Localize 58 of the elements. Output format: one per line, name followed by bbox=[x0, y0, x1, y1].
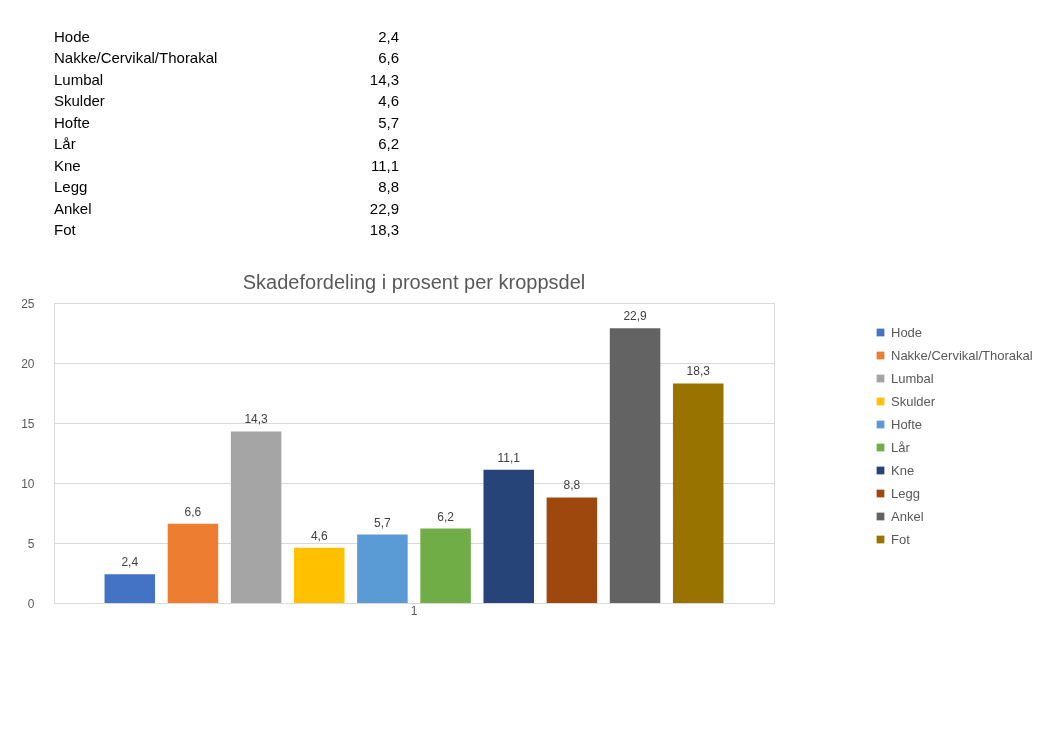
bar bbox=[230, 431, 282, 603]
legend-label: Hode bbox=[891, 324, 923, 340]
bar bbox=[294, 547, 345, 603]
legend-label: Skulder bbox=[891, 393, 936, 409]
text: Lumbal bbox=[54, 70, 104, 88]
data-label: 6,6 bbox=[184, 504, 202, 519]
text: 4,6 bbox=[378, 92, 399, 110]
bar bbox=[672, 383, 724, 603]
bar bbox=[167, 523, 219, 603]
text: Hode bbox=[54, 27, 90, 45]
bar bbox=[357, 534, 408, 603]
data-label: 11,1 bbox=[497, 450, 521, 465]
text: 2,4 bbox=[378, 27, 399, 45]
y-tick-label: 5 bbox=[27, 536, 35, 551]
bar bbox=[546, 497, 598, 603]
text: 6,2 bbox=[378, 135, 399, 153]
data-label: 4,6 bbox=[310, 528, 328, 543]
text: Legg bbox=[54, 178, 88, 196]
legend-label: Legg bbox=[891, 485, 920, 501]
text: Fot bbox=[54, 221, 76, 239]
text: Hofte bbox=[54, 113, 90, 131]
text: 18,3 bbox=[369, 221, 399, 239]
data-label: 8,8 bbox=[563, 478, 581, 493]
text: Kne bbox=[54, 156, 81, 174]
legend-label: Nakke/Cervikal/Thorakal bbox=[891, 347, 1033, 363]
y-tick-label: 0 bbox=[27, 596, 35, 611]
bar bbox=[483, 469, 534, 603]
text: 14,3 bbox=[369, 70, 399, 88]
text: Nakke/Cervikal/Thorakal bbox=[54, 49, 218, 67]
y-tick-label: 25 bbox=[21, 296, 35, 311]
text: 5,7 bbox=[378, 113, 399, 131]
text: Skulder bbox=[54, 92, 105, 110]
chart-title: Skadefordeling i prosent per kroppsdel bbox=[242, 271, 586, 293]
data-label: 14,3 bbox=[244, 412, 269, 427]
x-tick-label: 1 bbox=[410, 603, 418, 618]
text: 6,6 bbox=[378, 49, 399, 67]
data-label: 22,9 bbox=[623, 309, 648, 324]
text: Lår bbox=[54, 135, 76, 153]
text: Ankel bbox=[54, 199, 92, 217]
text: 22,9 bbox=[369, 199, 399, 217]
data-label: 18,3 bbox=[686, 364, 711, 379]
data-label: 2,4 bbox=[121, 555, 139, 570]
bar bbox=[609, 328, 661, 603]
y-tick-label: 20 bbox=[21, 356, 35, 371]
bar bbox=[104, 574, 156, 603]
data-label: 6,2 bbox=[437, 509, 455, 524]
text: 8,8 bbox=[378, 178, 399, 196]
text: 11,1 bbox=[370, 156, 399, 174]
bar bbox=[420, 528, 471, 603]
legend-label: Lår bbox=[891, 439, 911, 455]
data-label: 5,7 bbox=[374, 515, 392, 530]
legend-label: Fot bbox=[891, 531, 911, 547]
y-tick-label: 15 bbox=[21, 416, 35, 431]
legend-label: Ankel bbox=[891, 508, 924, 524]
y-tick-label: 10 bbox=[21, 476, 35, 491]
legend-label: Lumbal bbox=[891, 370, 934, 386]
legend-label: Kne bbox=[891, 462, 915, 478]
legend-label: Hofte bbox=[891, 416, 923, 432]
